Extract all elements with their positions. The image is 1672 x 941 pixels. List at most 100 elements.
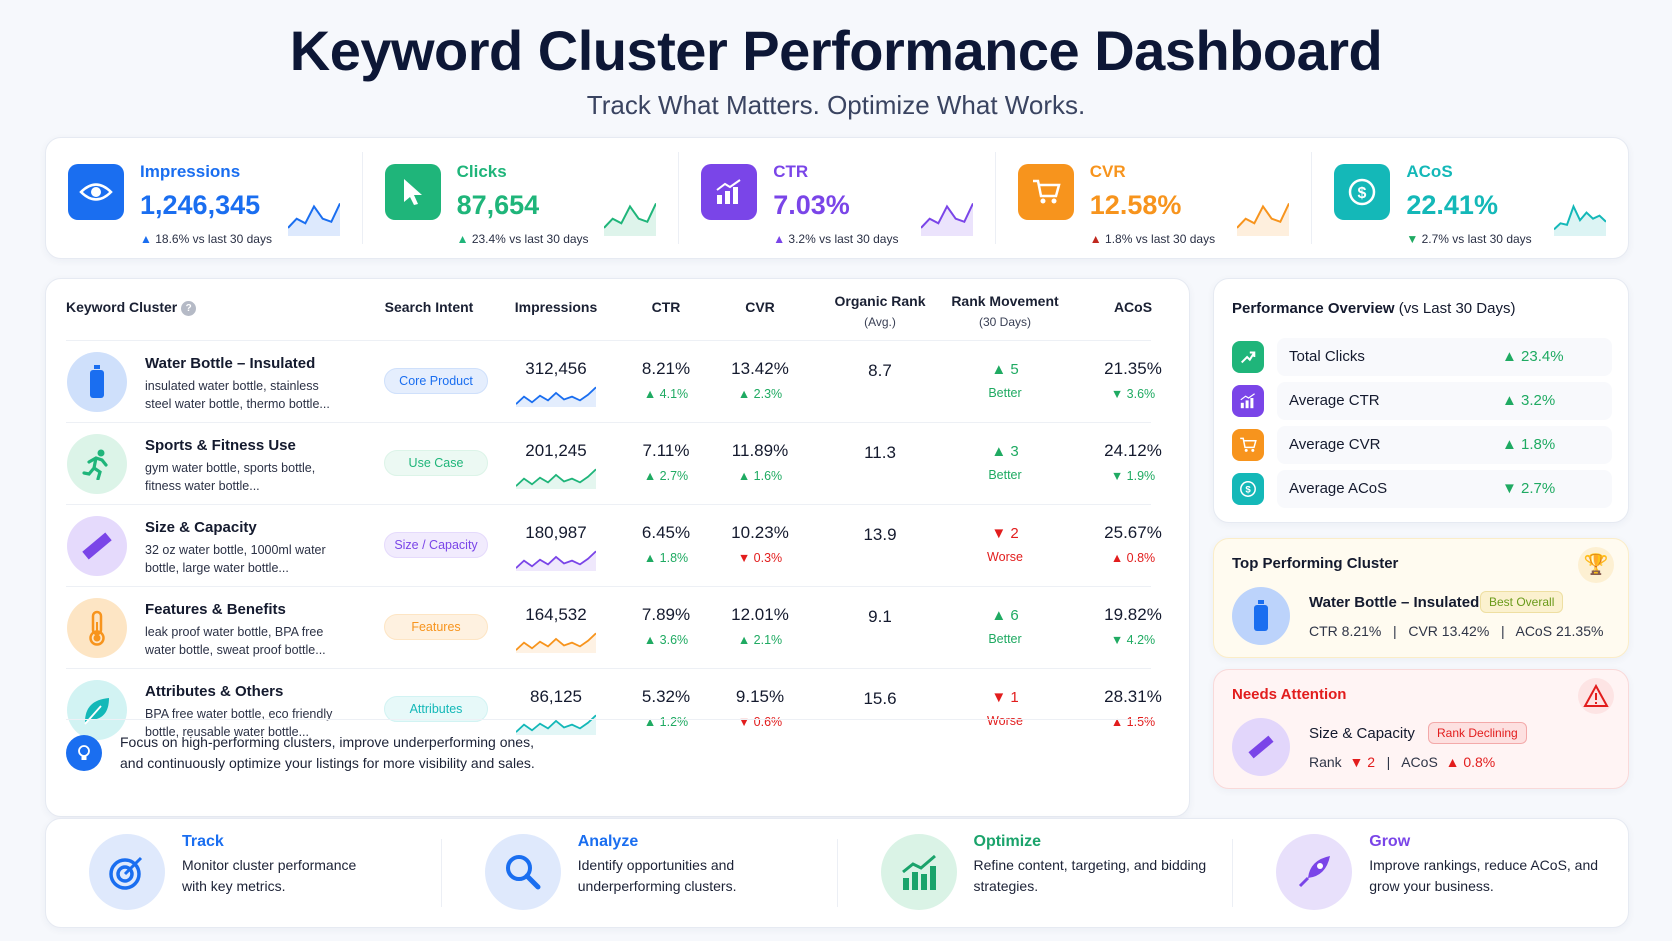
cvr-cell: 11.89% ▲ 1.6% [731, 441, 789, 483]
kpi-sparkline [1553, 203, 1606, 236]
overview-item[interactable]: Average CTR ▲ 3.2% [1232, 382, 1612, 420]
kpi-label: CTR [773, 162, 809, 181]
ctr-cell: 5.32% ▲ 1.2% [641, 687, 691, 729]
table-row[interactable]: Attributes & Others BPA free water bottl… [66, 668, 1162, 750]
overview-item[interactable]: Total Clicks ▲ 23.4% [1232, 338, 1612, 376]
kpi-bar: Impressions 1,246,345 ▲ 18.6% vs last 30… [45, 137, 1629, 259]
rank-movement-cell: ▲ 6 Better [988, 607, 1022, 646]
acos-cell: 25.67% ▲ 0.8% [1104, 523, 1162, 565]
overview-label: Average CTR [1289, 392, 1380, 409]
impressions-sparkline [516, 550, 596, 571]
acos-cell: 24.12% ▼ 1.9% [1104, 441, 1162, 483]
attention-title: Needs Attention [1232, 686, 1347, 703]
top-metrics: CTR 8.21% | CVR 13.42% | ACoS 21.35% [1309, 623, 1604, 639]
dollar-icon: $ [1334, 164, 1391, 220]
intent-badge: Core Product [384, 368, 488, 394]
footer-step-analyze: Analyze Identify opportunities and under… [442, 833, 838, 910]
performance-overview: Performance Overview (vs Last 30 Days) T… [1213, 278, 1629, 523]
ruler-icon [67, 516, 127, 576]
trophy-icon: 🏆 [1578, 547, 1614, 583]
cursor-icon [384, 164, 441, 220]
kpi-label: Impressions [140, 162, 241, 181]
overview-item[interactable]: Average CVR ▲ 1.8% [1232, 426, 1612, 464]
overview-value: ▲ 3.2% [1502, 392, 1556, 409]
footer-step-optimize: Optimize Refine content, targeting, and … [838, 833, 1234, 910]
rank-movement-cell: ▼ 1 Worse [987, 689, 1023, 728]
organic-rank-cell: 15.6 [863, 689, 897, 708]
kpi-label: ACoS [1406, 162, 1453, 181]
table-row[interactable]: Size & Capacity 32 oz water bottle, 1000… [66, 504, 1162, 586]
table-row[interactable]: Features & Benefits leak proof water bot… [66, 586, 1162, 668]
rank-movement-cell: ▲ 3 Better [988, 443, 1022, 482]
kpi-delta: ▲ 23.4% vs last 30 days [456, 232, 589, 246]
kpi-value: 22.41% [1406, 190, 1498, 220]
kpi-sparkline [1237, 202, 1290, 236]
step-title: Optimize [973, 833, 1042, 850]
step-description: Monitor cluster performance with key met… [182, 857, 357, 894]
bar-chart-icon [1232, 385, 1264, 417]
impressions-sparkline [516, 468, 596, 489]
header-organic-rank: Organic Rank (Avg.) [834, 293, 926, 329]
top-cluster-name: Water Bottle – Insulated [1309, 594, 1480, 611]
attention-metrics: Rank ▼ 2 | ACoS ▲ 0.8% [1309, 754, 1496, 770]
overview-value: ▼ 2.7% [1502, 480, 1556, 497]
impressions-cell: 312,456 [496, 359, 616, 407]
step-title: Analyze [577, 833, 639, 850]
rank-movement-cell: ▲ 5 Better [988, 361, 1022, 400]
kpi-delta: ▲ 18.6% vs last 30 days [140, 232, 272, 246]
kpi-acos[interactable]: $ ACoS 22.41% ▼ 2.7% vs last 30 days [1312, 152, 1628, 246]
bar-chart-icon [701, 164, 758, 220]
footer-steps: Track Monitor cluster performance with k… [45, 818, 1629, 928]
bottle-icon [67, 352, 127, 412]
best-overall-badge: Best Overall [1480, 591, 1564, 613]
table-row[interactable]: Sports & Fitness Use gym water bottle, s… [66, 422, 1162, 504]
ctr-cell: 8.21% ▲ 4.1% [641, 359, 691, 401]
overview-label: Average CVR [1289, 436, 1381, 453]
page-title: Keyword Cluster Performance Dashboard [289, 19, 1383, 82]
kpi-clicks[interactable]: Clicks 87,654 ▲ 23.4% vs last 30 days [363, 152, 680, 246]
magnifier-icon [484, 834, 561, 910]
kpi-label: Clicks [456, 162, 507, 181]
kpi-label: CVR [1089, 162, 1126, 181]
impressions-cell: 201,245 [496, 441, 616, 489]
kpi-sparkline [604, 202, 657, 236]
trend-up-icon [1232, 341, 1264, 373]
header-impressions: Impressions [514, 299, 598, 315]
table-row[interactable]: Water Bottle – Insulated insulated water… [66, 340, 1162, 422]
footer-step-grow: Grow Improve rankings, reduce ACoS, and … [1233, 833, 1628, 910]
kpi-value: 87,654 [456, 190, 540, 220]
overview-item[interactable]: $ Average ACoS ▼ 2.7% [1232, 470, 1612, 508]
kpi-ctr[interactable]: CTR 7.03% ▲ 3.2% vs last 30 days [679, 152, 996, 246]
header-cvr: CVR [745, 299, 775, 315]
svg-text:$: $ [1358, 185, 1367, 202]
header-cluster: Keyword Cluster ? [66, 299, 197, 316]
acos-cell: 21.35% ▼ 3.6% [1104, 359, 1162, 401]
ctr-cell: 6.45% ▲ 1.8% [641, 523, 691, 565]
header-acos: ACoS [1113, 299, 1153, 315]
kpi-impressions[interactable]: Impressions 1,246,345 ▲ 18.6% vs last 30… [46, 152, 363, 246]
cluster-name: Sports & Fitness Use [145, 437, 296, 454]
kpi-delta: ▼ 2.7% vs last 30 days [1406, 232, 1532, 246]
leaf-icon [67, 680, 127, 740]
cvr-cell: 10.23% ▼ 0.3% [731, 523, 789, 565]
help-icon[interactable]: ? [181, 301, 197, 316]
impressions-sparkline [516, 386, 596, 407]
growth-chart-icon [880, 834, 957, 910]
cart-icon [1232, 429, 1264, 461]
impressions-cell: 164,532 [496, 605, 616, 653]
step-title: Grow [1369, 833, 1411, 850]
kpi-sparkline [920, 202, 973, 236]
attention-cluster-name: Size & Capacity [1309, 725, 1415, 742]
ruler-icon [1232, 718, 1290, 776]
cart-icon [1017, 164, 1074, 220]
cluster-keywords: 32 oz water bottle, 1000ml water bottle,… [145, 543, 326, 575]
kpi-cvr[interactable]: CVR 12.58% ▲ 1.8% vs last 30 days [996, 152, 1313, 246]
acos-cell: 28.31% ▲ 1.5% [1104, 687, 1162, 729]
step-description: Refine content, targeting, and bidding s… [973, 857, 1207, 894]
tip-text: Focus on high-performing clusters, impro… [120, 734, 535, 771]
cluster-keywords: gym water bottle, sports bottle, fitness… [145, 461, 316, 493]
top-performing-card: Top Performing Cluster 🏆 Water Bottle – … [1213, 538, 1629, 658]
cvr-cell: 13.42% ▲ 2.3% [731, 359, 789, 401]
overview-label: Average ACoS [1289, 480, 1388, 497]
cluster-keywords: BPA free water bottle, eco friendly bott… [145, 707, 333, 739]
